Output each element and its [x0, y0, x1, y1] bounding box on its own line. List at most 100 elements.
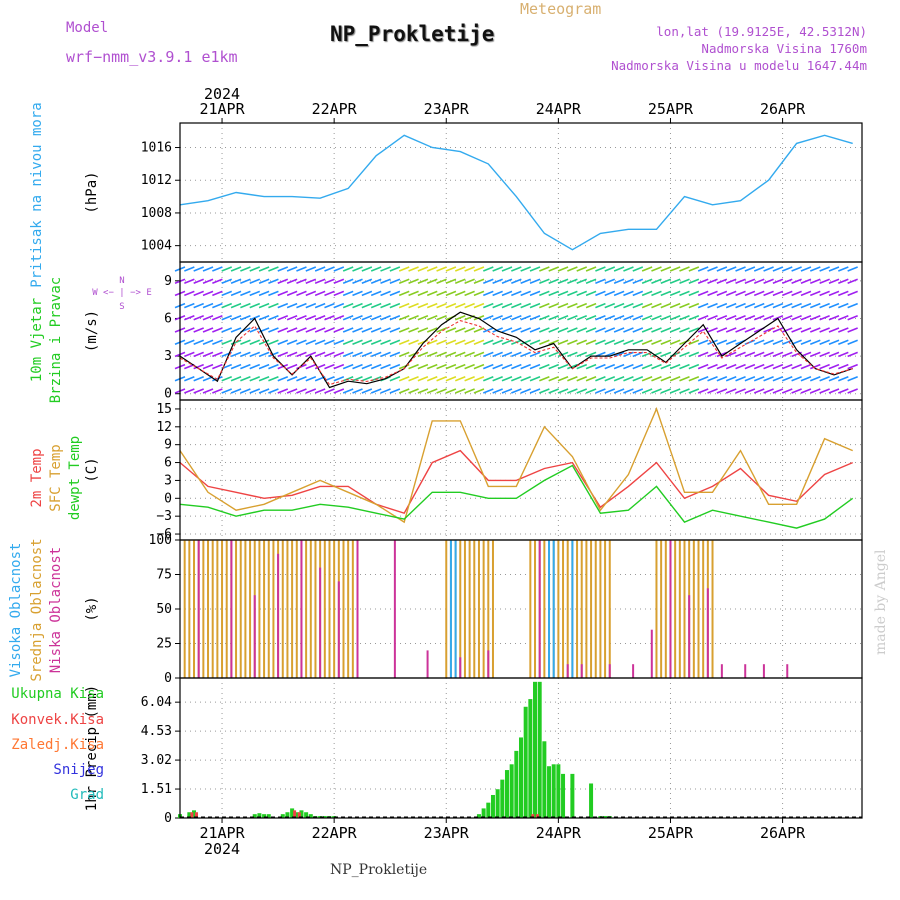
wind-vector: [249, 363, 261, 370]
wind-vector: [800, 302, 812, 309]
wind-vector: [744, 266, 756, 272]
wind-vector: [417, 388, 429, 394]
wind-vector: [688, 278, 700, 284]
wind-vector: [520, 278, 531, 284]
mid-cloud-bar: [683, 540, 686, 678]
temp-side-label-sfc: SFC Temp: [48, 444, 64, 511]
wind-vector: [342, 266, 354, 272]
wind-vector: [828, 327, 840, 333]
mid-cloud-bar: [286, 540, 289, 678]
wind-vector: [604, 266, 616, 272]
wind-vector: [613, 302, 625, 309]
wind-vector: [567, 363, 578, 370]
low-cloud-bar: [744, 664, 747, 678]
wind-vector: [454, 351, 466, 358]
footer-station: NP_Prokletije: [330, 862, 428, 878]
wind-vector: [623, 315, 634, 321]
total-precip-bar: [589, 783, 594, 818]
wind-vector: [483, 351, 494, 358]
total-precip-bar: [257, 813, 262, 818]
wind-vector: [380, 339, 391, 345]
wind-vector: [492, 266, 503, 272]
wind-vector: [828, 278, 840, 284]
wind-vector: [604, 278, 616, 284]
wind-vector: [548, 376, 559, 382]
wind-vector: [445, 290, 457, 297]
wind-vector: [567, 351, 578, 358]
wind-vector: [623, 351, 634, 358]
wind-vector: [511, 315, 522, 321]
cloud-side-label-mid: Srednja Oblacnost: [29, 538, 45, 681]
wind-vector: [389, 327, 401, 333]
wind-vector: [557, 278, 569, 284]
wind-vector: [361, 266, 373, 272]
wind-vector: [595, 302, 606, 309]
wind-vector: [333, 302, 345, 309]
wind-vector: [819, 278, 830, 284]
wind-vector: [781, 376, 793, 382]
wind-vector: [819, 290, 830, 297]
total-precip-bar: [556, 764, 561, 818]
wind-vector: [548, 302, 559, 309]
wind-vector: [464, 376, 475, 382]
wind-vector: [240, 266, 251, 272]
wind-vector: [445, 278, 457, 284]
wind-vector: [529, 266, 541, 272]
wind-vector: [660, 327, 672, 333]
bottom-date-label: 23APR: [424, 824, 470, 842]
wind-vector: [641, 315, 653, 321]
total-precip-bar: [547, 766, 552, 818]
total-precip-bar: [523, 706, 528, 818]
wind-vector: [763, 363, 774, 370]
wind-vector: [296, 339, 307, 345]
wind-vector: [679, 278, 690, 284]
wind-vector: [501, 388, 513, 394]
wind-vector: [240, 339, 251, 345]
wind-vector: [669, 388, 681, 394]
wind-vector: [641, 327, 653, 333]
mid-cloud-bar: [692, 540, 695, 678]
wind-vector: [688, 351, 700, 358]
wind-vector: [417, 315, 429, 321]
wind-vector: [426, 302, 438, 309]
temperature-ytick-label: 15: [156, 402, 172, 417]
wind-vector: [380, 290, 391, 297]
wind-vector: [268, 290, 279, 297]
top-date-label: 22APR: [312, 100, 358, 118]
wind-vector: [753, 351, 765, 358]
wind-vector: [651, 327, 662, 333]
wind-vector: [716, 327, 728, 333]
wind-vector: [632, 302, 644, 309]
wind-vector: [725, 302, 737, 309]
low-cloud-bar: [706, 588, 709, 678]
wind-vector: [212, 266, 223, 272]
wind-vector: [828, 302, 840, 309]
clouds-ytick-label: 25: [156, 637, 172, 652]
wind-ylabel: (m/s): [84, 310, 100, 352]
wind-vector: [548, 315, 559, 321]
wind-vector: [847, 339, 858, 345]
wind-vector: [585, 388, 597, 394]
top-date-label: 23APR: [424, 100, 470, 118]
wind-vector: [305, 315, 317, 321]
wind-vector: [632, 363, 644, 370]
wind-vector: [221, 339, 233, 345]
wind-vector: [370, 315, 382, 321]
wind-vector: [828, 351, 840, 358]
wind-vector: [576, 278, 588, 284]
wind-vector: [296, 388, 307, 394]
wind-vector: [539, 302, 550, 309]
wind-vector: [408, 363, 419, 370]
wind-vector: [772, 302, 784, 309]
wind-vector: [268, 302, 279, 309]
wind-vector: [613, 327, 625, 333]
mid-cloud-bar: [211, 540, 214, 678]
total-precip-bar: [537, 681, 542, 818]
wind-vector: [230, 376, 242, 382]
wind-vector: [697, 315, 709, 321]
mid-cloud-bar: [347, 540, 350, 678]
wind-vector: [342, 315, 354, 321]
total-precip-bar: [322, 816, 327, 818]
wind-vector: [361, 363, 373, 370]
wind-vector: [679, 266, 690, 272]
